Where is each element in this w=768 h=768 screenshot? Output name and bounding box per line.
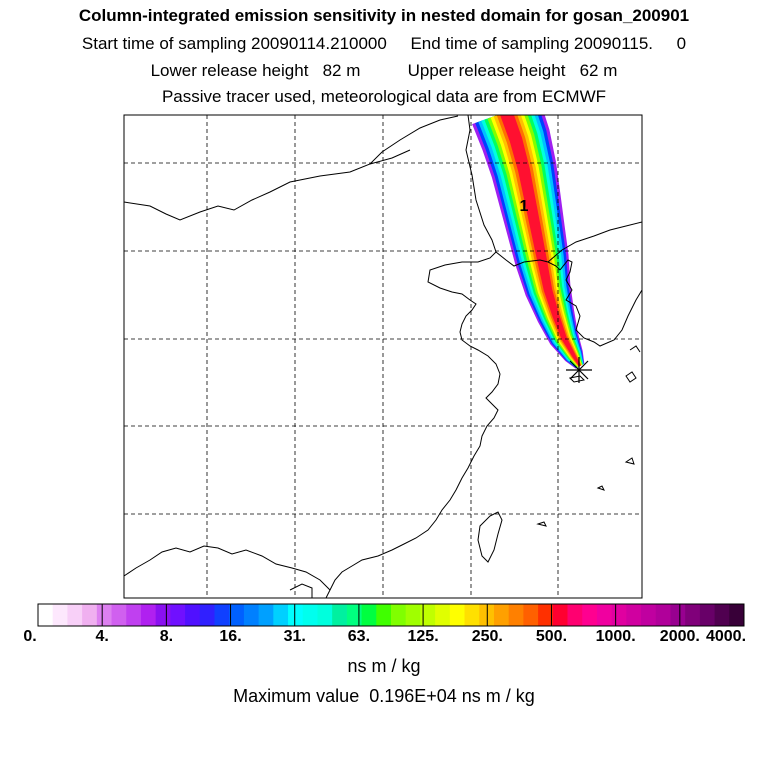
colorbar-cell xyxy=(126,604,142,626)
colorbar-frame xyxy=(37,603,745,627)
colorbar-cell xyxy=(641,604,657,626)
colorbar-cell xyxy=(508,604,524,626)
colorbar-tick-label: 1000. xyxy=(595,628,636,645)
colorbar-tick-label: 4. xyxy=(95,628,109,645)
colorbar-cell xyxy=(258,604,274,626)
colorbar-cell xyxy=(435,604,451,626)
colorbar-cell xyxy=(523,604,539,626)
colorbar-tick-label: 250. xyxy=(471,628,503,645)
colorbar-tick-label: 500. xyxy=(535,628,568,645)
colorbar-tick-label: 31. xyxy=(283,628,306,645)
colorbar-tick-label: 63. xyxy=(347,628,371,645)
colorbar-tick-label: 8. xyxy=(159,628,174,645)
time-label: 1 xyxy=(520,198,529,215)
colorbar-cell xyxy=(729,604,745,626)
grid-lines xyxy=(124,115,642,598)
colorbar-cell xyxy=(493,604,510,626)
colorbar-cell xyxy=(38,604,54,626)
colorbar-cell xyxy=(685,604,701,626)
receptor-star-icon xyxy=(566,357,592,383)
colorbar xyxy=(38,604,745,626)
colorbar-cell xyxy=(699,604,716,626)
colorbar-cell xyxy=(111,604,127,626)
colorbar-cell xyxy=(317,604,333,626)
colorbar-tick-label: 0. xyxy=(23,628,37,645)
colorbar-cell xyxy=(567,604,583,626)
colorbar-tick-label: 16. xyxy=(219,628,242,645)
colorbar-cell xyxy=(140,604,157,626)
colorbar-cell xyxy=(405,604,421,626)
colorbar-cell xyxy=(332,604,348,626)
colorbar-cell xyxy=(170,604,186,626)
map-frame xyxy=(123,114,643,599)
colorbar-cell xyxy=(611,604,627,626)
colorbar-cell xyxy=(214,604,230,626)
colorbar-tick-label: 2000. xyxy=(659,628,700,645)
colorbar-cell xyxy=(391,604,407,626)
colorbar-cell xyxy=(714,604,730,626)
colorbar-cell xyxy=(67,604,83,626)
maximum-value-text: Maximum value 0.196E+04 ns m / kg xyxy=(233,686,535,706)
colorbar-cell xyxy=(346,604,363,626)
colorbar-cell xyxy=(185,604,201,626)
colorbar-tick-label: 125. xyxy=(407,628,439,645)
colorbar-cell xyxy=(243,604,260,626)
colorbar-cell xyxy=(420,604,436,626)
tracer-info-line: Passive tracer used, meteorological data… xyxy=(161,87,607,106)
colorbar-labels: 0. 4. 8. 16. 31. 63. 125. 250. 500. 1000. 2000. 400… xyxy=(0,628,768,652)
colorbar-cell xyxy=(538,604,554,626)
colorbar-cell xyxy=(464,604,480,626)
colorbar-cell xyxy=(52,604,68,626)
colorbar-cell xyxy=(655,604,671,626)
coastlines xyxy=(124,115,642,598)
colorbar-cell xyxy=(376,604,392,626)
colorbar-tick-label: 4000. xyxy=(705,628,747,645)
colorbar-units: ns m / kg xyxy=(347,656,421,676)
colorbar-cell xyxy=(82,604,98,626)
map-area xyxy=(124,115,642,598)
colorbar-cell xyxy=(670,604,686,626)
colorbar-cell xyxy=(361,604,377,626)
colorbar-cell xyxy=(199,604,215,626)
colorbar-cell xyxy=(229,604,245,626)
release-height-line: Lower release height 82 m Upper release … xyxy=(150,61,618,80)
colorbar-cell xyxy=(596,604,613,626)
colorbar-cell xyxy=(155,604,171,626)
sampling-time-line: Start time of sampling 20090114.210000 E… xyxy=(81,34,687,53)
colorbar-cell xyxy=(552,604,568,626)
colorbar-cell xyxy=(302,604,318,626)
colorbar-cell xyxy=(582,604,598,626)
colorbar-cell xyxy=(288,604,304,626)
colorbar-cell xyxy=(626,604,642,626)
colorbar-cell xyxy=(449,604,466,626)
colorbar-cell xyxy=(96,604,113,626)
plume-band xyxy=(500,115,581,367)
colorbar-cell xyxy=(273,604,289,626)
plot-title: Column-integrated emission sensitivity i… xyxy=(78,6,690,25)
